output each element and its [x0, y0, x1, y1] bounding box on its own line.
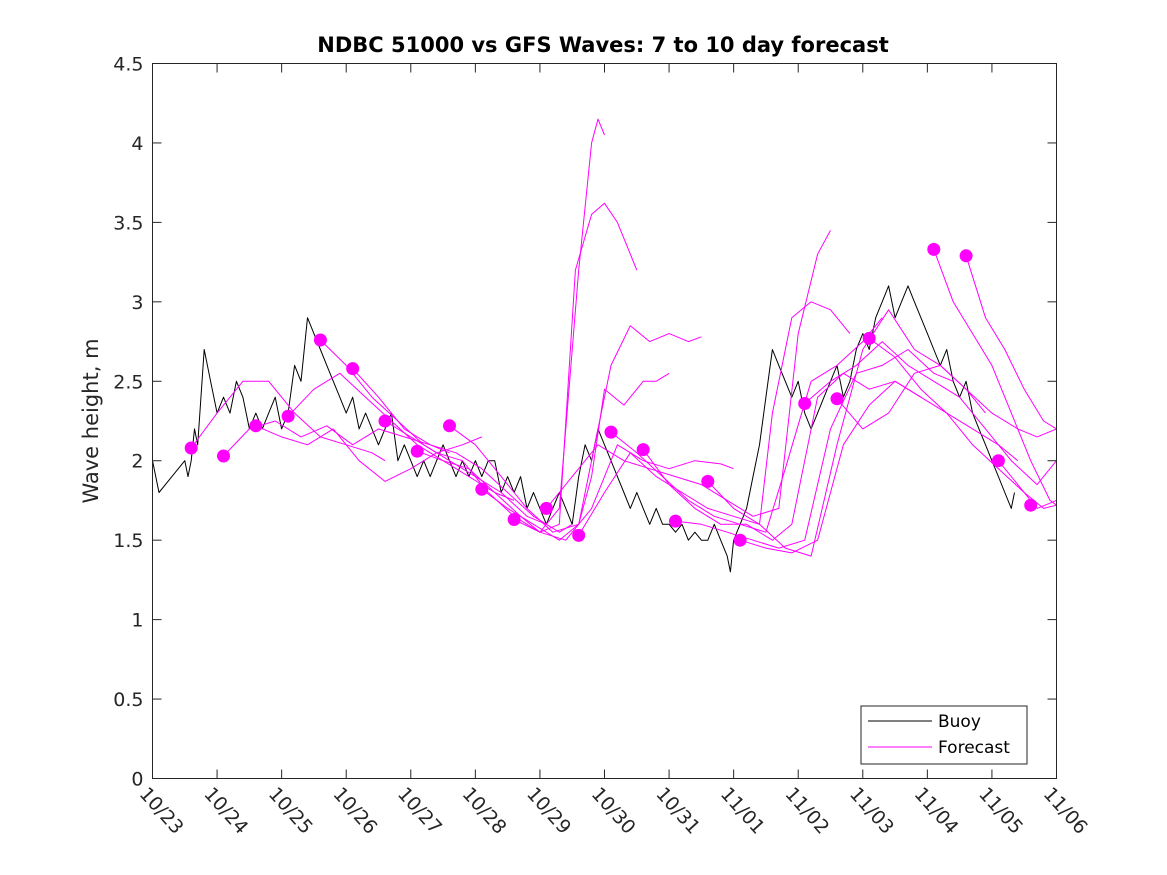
forecast-marker-3: [281, 409, 295, 423]
forecast-line-8: [417, 202, 638, 533]
forecast-marker-13: [604, 425, 618, 439]
forecast-marker-18: [798, 397, 812, 410]
y-tick-label: 4: [131, 133, 143, 155]
forecast-line-18: [739, 380, 1019, 554]
forecast-marker-23: [991, 454, 1005, 468]
y-tick-label: 0: [131, 769, 143, 791]
forecast-marker-10: [507, 513, 521, 526]
forecast-marker-9: [475, 482, 489, 496]
forecast-line-19: [804, 341, 1057, 486]
forecast-line-10: [481, 372, 670, 541]
forecast-line-23: [965, 255, 1057, 430]
forecast-marker-1: [217, 449, 230, 463]
forecast-marker-7: [410, 444, 424, 458]
forecast-marker-16: [701, 474, 715, 488]
plot-area: [152, 118, 1057, 573]
forecast-marker-19: [830, 392, 844, 406]
y-axis-label: Wave height, m: [79, 338, 103, 503]
forecast-line-24: [998, 460, 1057, 509]
y-tick-label: 3.5: [113, 212, 143, 234]
forecast-line-3: [255, 425, 482, 482]
y-tick-label: 0.5: [113, 689, 143, 711]
forecast-line-13: [578, 301, 851, 536]
forecast-marker-21: [927, 242, 941, 256]
forecast-marker-20: [862, 331, 876, 345]
legend: Buoy Forecast: [860, 705, 1028, 765]
y-tick-label: 1.5: [113, 530, 143, 552]
forecast-line-20: [836, 364, 1057, 438]
forecast-marker-4: [313, 333, 327, 347]
y-tick-label: 2: [131, 451, 143, 473]
forecast-marker-22: [959, 249, 973, 263]
forecast-marker-17: [733, 533, 747, 547]
forecast-line-16: [675, 349, 954, 549]
forecast-marker-24: [1024, 498, 1038, 512]
forecast-line-22: [933, 249, 1057, 506]
y-tick-label: 3: [131, 292, 143, 314]
forecast-marker-2: [249, 419, 263, 433]
chart-title: NDBC 51000 vs GFS Waves: 7 to 10 day for…: [317, 33, 888, 57]
forecast-line-7: [384, 118, 605, 533]
forecast-line-21: [868, 337, 1057, 509]
forecast-marker-6: [378, 414, 392, 428]
forecast-line-15: [642, 372, 922, 541]
y-tick-label: 1: [131, 610, 143, 632]
forecast-marker-11: [539, 501, 553, 515]
forecast-marker-5: [346, 362, 360, 376]
forecast-line-1: [190, 380, 386, 462]
forecast-marker-15: [669, 514, 682, 528]
legend-buoy-label: Buoy: [938, 712, 981, 732]
y-tick-label: 2.5: [113, 371, 143, 393]
forecast-line-12: [546, 230, 831, 517]
legend-box: [860, 705, 1028, 765]
forecast-marker-8: [443, 419, 456, 433]
forecast-marker-14: [636, 443, 650, 457]
legend-forecast-label: Forecast: [938, 738, 1010, 758]
forecast-marker-12: [572, 528, 586, 542]
forecast-marker-0: [184, 441, 198, 455]
forecast-line-9: [449, 325, 702, 533]
y-tick-label: 4.5: [113, 54, 143, 76]
